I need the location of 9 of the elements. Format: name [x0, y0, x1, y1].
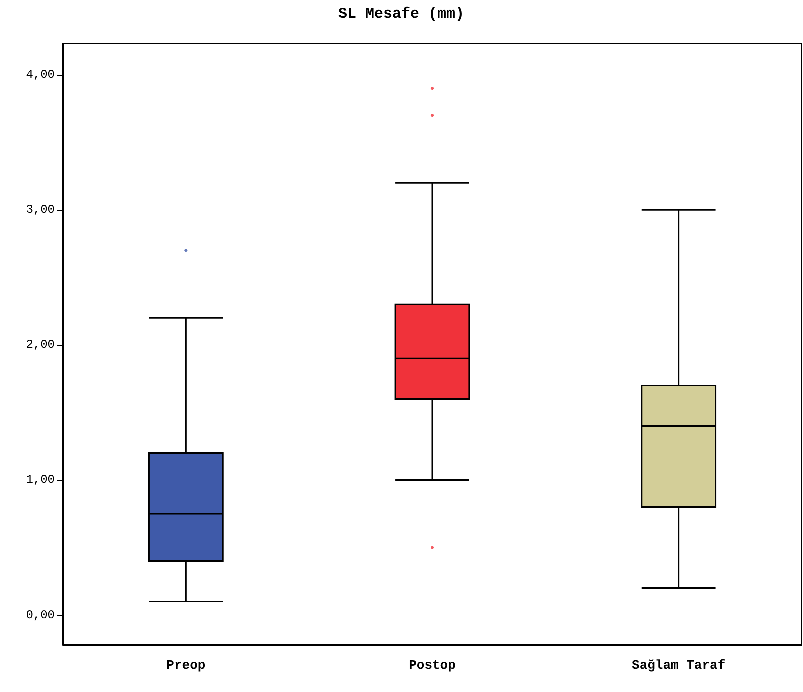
chart-title: SL Mesafe (mm) — [338, 6, 465, 23]
y-tick-label: 0,00 — [26, 608, 55, 622]
y-tick-label: 1,00 — [26, 473, 55, 488]
x-tick-label: Preop — [166, 658, 206, 673]
x-tick-label: Postop — [409, 658, 456, 673]
y-tick-label: 2,00 — [26, 338, 55, 352]
y-tick-label: 4,00 — [26, 68, 55, 82]
x-tick-label: Sağlam Taraf — [632, 658, 726, 673]
y-tick-label: 3,00 — [26, 203, 55, 218]
